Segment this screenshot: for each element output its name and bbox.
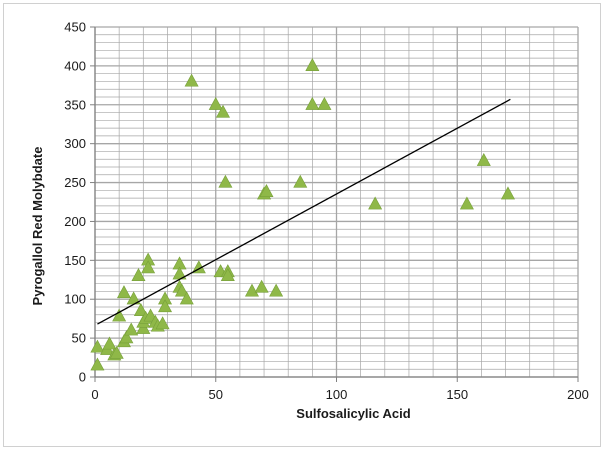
y-tick-label: 400	[64, 58, 86, 73]
data-point	[218, 174, 233, 188]
data-point	[116, 285, 131, 299]
data-point	[90, 339, 105, 353]
data-point	[124, 322, 139, 336]
y-tick-label: 0	[79, 370, 86, 385]
data-point	[141, 260, 156, 274]
y-tick-label: 450	[64, 20, 86, 35]
data-point	[500, 186, 515, 200]
data-point	[305, 96, 320, 110]
data-point	[184, 73, 199, 87]
data-point	[112, 308, 127, 322]
data-point	[459, 196, 474, 210]
y-tick-label: 250	[64, 175, 86, 190]
data-point	[244, 283, 259, 297]
x-tick-label: 50	[209, 387, 223, 402]
data-point	[158, 299, 173, 313]
x-tick-label: 200	[567, 387, 589, 402]
y-tick-label: 50	[72, 331, 86, 346]
data-point	[293, 174, 308, 188]
y-tick-label: 150	[64, 253, 86, 268]
x-tick-label: 0	[91, 387, 98, 402]
x-axis-title: Sulfosalicylic Acid	[296, 406, 410, 421]
data-point	[174, 283, 189, 297]
trendline	[97, 98, 511, 325]
gridlines	[94, 26, 579, 378]
data-point	[476, 152, 491, 166]
data-point	[131, 268, 146, 281]
data-point	[90, 357, 105, 371]
y-tick-label: 300	[64, 136, 86, 151]
data-point	[317, 96, 332, 110]
data-points	[90, 58, 515, 371]
data-point	[305, 58, 320, 71]
x-tick-label: 100	[326, 387, 348, 402]
x-axis-ticks: 0 50 100 150 200	[91, 377, 589, 402]
data-point	[368, 196, 383, 210]
data-point	[155, 316, 170, 330]
data-point	[254, 279, 269, 293]
data-point	[102, 336, 117, 350]
data-point	[179, 291, 194, 305]
data-point	[215, 104, 230, 118]
data-point	[269, 283, 284, 297]
data-point	[208, 96, 223, 110]
x-tick-label: 150	[446, 387, 468, 402]
chart-frame	[3, 3, 601, 447]
data-point	[259, 184, 274, 197]
data-point	[220, 268, 235, 281]
data-point	[119, 330, 134, 344]
y-axis-ticks: 0 50 100 150 200 250 300 350 400 450	[64, 20, 95, 385]
y-tick-label: 350	[64, 97, 86, 112]
y-tick-label: 200	[64, 214, 86, 229]
data-point	[109, 345, 124, 359]
y-tick-label: 100	[64, 292, 86, 307]
data-point	[133, 303, 148, 316]
y-axis-title: Pyrogallol Red Molybdate	[30, 147, 45, 306]
